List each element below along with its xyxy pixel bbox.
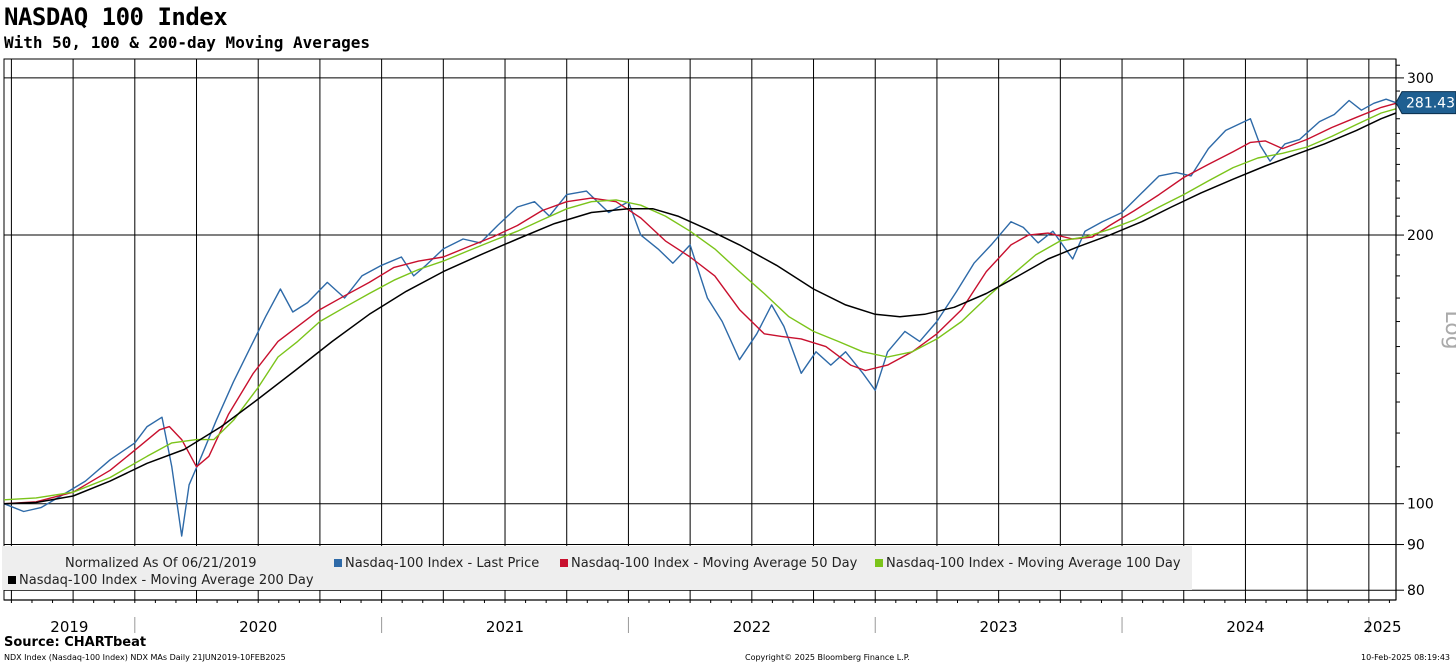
x-tick-label: 2022 [733,618,771,634]
y-tick-label: 100 [1407,497,1434,513]
price-line [3,98,1397,537]
last-value-badge [1395,91,1456,115]
chart-title: NASDAQ 100 Index [4,3,228,31]
y-tick-label: 300 [1407,71,1434,87]
x-axis: 2019 2020 2021 2022 2023 2024 2025 [4,599,1402,634]
ma200-line [3,112,1397,505]
chart-subtitle: With 50, 100 & 200-day Moving Averages [4,33,371,52]
legend-normalized: Normalized As Of 06/21/2019 [65,556,257,571]
legend-swatch-price [334,559,342,567]
x-tick-label: 2019 [50,618,88,634]
y-tick-label: 90 [1407,538,1425,554]
legend-item-last-price: Nasdaq-100 Index - Last Price [334,556,539,571]
ma50-line [3,102,1397,505]
grid [4,59,1396,600]
x-tick-label: 2023 [980,618,1018,634]
legend-swatch-ma200 [8,576,16,584]
legend-label-ma200: Nasdaq-100 Index - Moving Average 200 Da… [19,573,314,588]
last-value-badge-group: 281.43 [1395,91,1456,115]
y-scale-label: Log [1440,310,1456,349]
footer-timestamp: 10-Feb-2025 08:19:43 [1361,653,1450,662]
footer-left: NDX Index (Nasdaq-100 Index) NDX MAs Dai… [4,653,286,662]
x-tick-label: 2021 [486,618,524,634]
x-tick-label: 2020 [239,618,277,634]
y-tick-label: 200 [1407,228,1434,244]
y-axis: 80 90 100 200 300 [1395,59,1434,600]
legend-swatch-ma50 [560,559,568,567]
legend-item-ma50: Nasdaq-100 Index - Moving Average 50 Day [560,556,857,571]
plot-frame [3,58,1397,601]
source-note: Source: CHARTbeat [4,635,147,650]
legend-label-ma100: Nasdaq-100 Index - Moving Average 100 Da… [886,556,1181,571]
x-tick-label: 2025 [1363,618,1401,634]
last-value-label: 281.43 [1406,96,1455,112]
x-tick-label: 2024 [1226,618,1264,634]
ma100-line [3,108,1397,501]
legend-swatch-ma100 [875,559,883,567]
series-group [3,98,1397,537]
y-tick-label: 80 [1407,583,1425,599]
legend-label-price: Nasdaq-100 Index - Last Price [345,556,540,571]
legend: Normalized As Of 06/21/2019 Nasdaq-100 I… [2,546,1192,590]
footer-copyright: Copyright© 2025 Bloomberg Finance L.P. [745,653,910,662]
legend-item-ma200: Nasdaq-100 Index - Moving Average 200 Da… [8,573,314,588]
legend-item-ma100: Nasdaq-100 Index - Moving Average 100 Da… [875,556,1181,571]
legend-label-ma50: Nasdaq-100 Index - Moving Average 50 Day [571,556,858,571]
